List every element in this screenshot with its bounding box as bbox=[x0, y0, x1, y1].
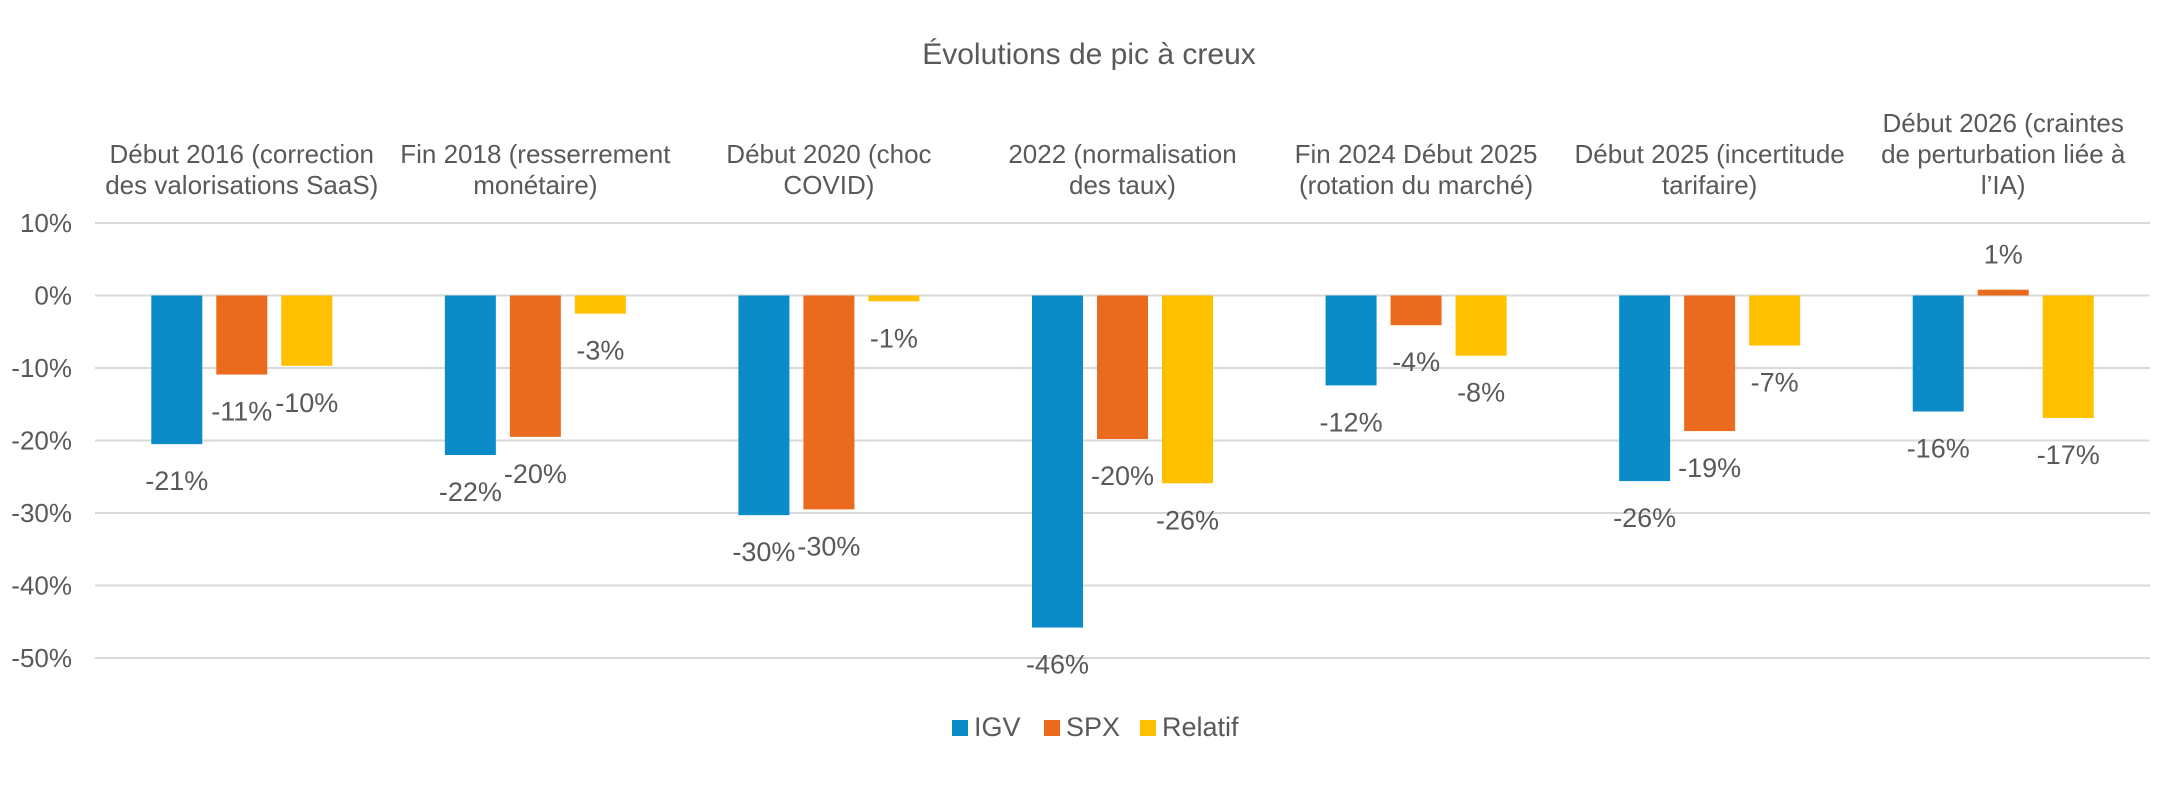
bar-spx bbox=[509, 295, 561, 437]
bar-igv bbox=[1032, 295, 1083, 628]
category-label: monétaire) bbox=[473, 170, 597, 200]
category-label: (rotation du marché) bbox=[1299, 170, 1533, 200]
data-label: -26% bbox=[1156, 505, 1219, 535]
bar-igv bbox=[738, 295, 790, 516]
bar-relatif bbox=[868, 295, 920, 302]
bars bbox=[151, 289, 2094, 628]
category-label: 2022 (normalisation bbox=[1008, 139, 1236, 169]
data-label: -7% bbox=[1751, 368, 1799, 398]
grid bbox=[95, 222, 2150, 659]
data-label: -11% bbox=[211, 397, 272, 427]
data-label: -30% bbox=[797, 531, 860, 561]
y-axis: 10% 0% -10% -20% -30% -40% -50% bbox=[11, 208, 72, 673]
legend-swatch-igv bbox=[952, 720, 968, 736]
bar-relatif bbox=[1162, 295, 1213, 484]
legend-swatch-relatif bbox=[1140, 720, 1156, 736]
data-label: -20% bbox=[1091, 461, 1154, 491]
legend-label: IGV bbox=[974, 712, 1021, 742]
category-label: COVID) bbox=[783, 170, 874, 200]
category-label: Début 2020 (choc bbox=[726, 139, 931, 169]
data-label: -46% bbox=[1026, 650, 1089, 680]
data-label: -17% bbox=[2037, 440, 2100, 470]
bar-igv bbox=[444, 295, 496, 455]
data-label: -4% bbox=[1392, 347, 1440, 377]
bar-igv bbox=[1912, 295, 1964, 412]
data-label: -1% bbox=[870, 323, 918, 353]
category-label: des taux) bbox=[1069, 170, 1176, 200]
bar-relatif bbox=[281, 295, 333, 366]
data-label: -16% bbox=[1907, 434, 1970, 464]
legend-swatch-spx bbox=[1044, 720, 1060, 736]
bar-igv bbox=[151, 295, 203, 445]
category-label: l’IA) bbox=[1981, 170, 2026, 200]
bar-spx bbox=[803, 295, 855, 510]
y-tick-label: -10% bbox=[11, 353, 72, 383]
y-tick-label: 10% bbox=[20, 208, 72, 238]
chart-title: Évolutions de pic à creux bbox=[922, 38, 1256, 71]
bar-relatif bbox=[2042, 295, 2094, 419]
data-label: -10% bbox=[275, 388, 338, 418]
category-label: Début 2026 (craintes bbox=[1883, 108, 2124, 138]
data-label: -12% bbox=[1320, 407, 1383, 437]
category-label: Fin 2024 Début 2025 bbox=[1295, 139, 1538, 169]
y-tick-label: -20% bbox=[11, 426, 72, 456]
legend: IGV SPX Relatif bbox=[952, 712, 1239, 742]
data-label: -30% bbox=[732, 537, 795, 567]
bar-relatif bbox=[1749, 295, 1801, 346]
category-label: de perturbation liée à bbox=[1881, 139, 2126, 169]
category-label: Fin 2018 (resserrement bbox=[400, 139, 671, 169]
legend-label: Relatif bbox=[1162, 712, 1239, 742]
bar-spx bbox=[1977, 289, 2029, 296]
data-label: -3% bbox=[576, 336, 624, 366]
bar-spx bbox=[1684, 295, 1736, 432]
category-label: Début 2016 (correction bbox=[110, 139, 374, 169]
bar-relatif bbox=[574, 295, 626, 314]
data-label: -20% bbox=[504, 459, 567, 489]
bar-spx bbox=[1097, 295, 1148, 440]
bar-spx bbox=[1390, 295, 1442, 326]
y-tick-label: -30% bbox=[11, 498, 72, 528]
data-labels: -21% -22% -30% -46% -12% -26% -16% -11% -20% -30%… bbox=[145, 240, 2099, 680]
data-label: -22% bbox=[439, 477, 502, 507]
data-label: 1% bbox=[1984, 240, 2023, 270]
category-label: tarifaire) bbox=[1662, 170, 1757, 200]
data-label: -19% bbox=[1678, 453, 1741, 483]
bar-relatif bbox=[1455, 295, 1507, 356]
bar-igv bbox=[1325, 295, 1377, 386]
category-label: des valorisations SaaS) bbox=[105, 170, 378, 200]
y-tick-label: 0% bbox=[34, 281, 72, 311]
y-tick-label: -50% bbox=[11, 643, 72, 673]
category-label: Début 2025 (incertitude bbox=[1574, 139, 1844, 169]
bar-spx bbox=[216, 295, 268, 375]
data-label: -26% bbox=[1613, 503, 1676, 533]
data-label: -8% bbox=[1457, 378, 1505, 408]
y-tick-label: -40% bbox=[11, 571, 72, 601]
bar-igv bbox=[1619, 295, 1671, 482]
data-label: -21% bbox=[145, 466, 208, 496]
legend-label: SPX bbox=[1066, 712, 1120, 742]
